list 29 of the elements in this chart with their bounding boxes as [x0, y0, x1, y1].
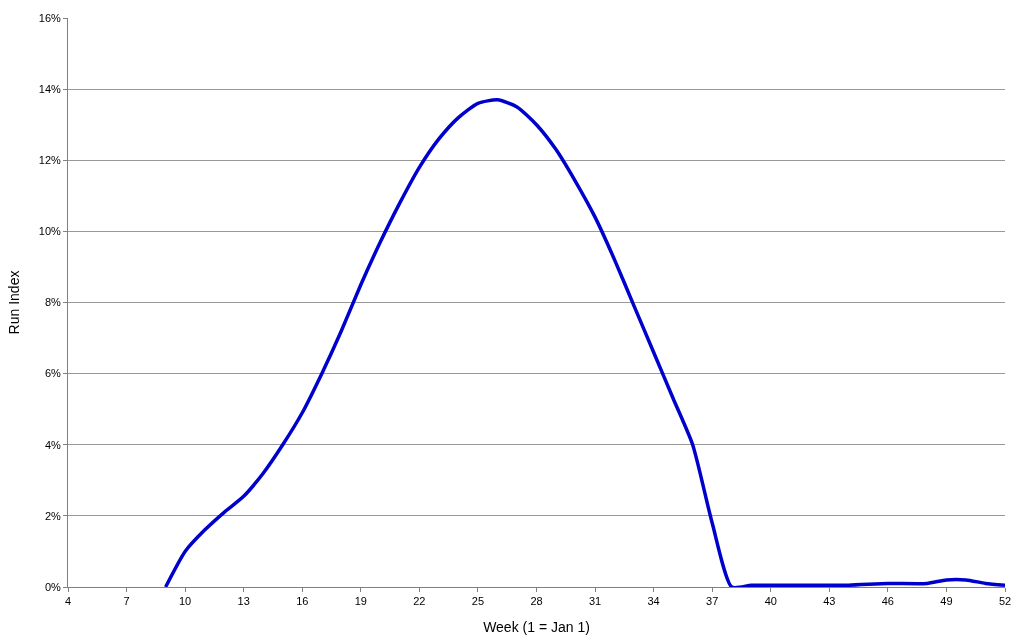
line-series — [163, 98, 1005, 587]
y-tick-label: 12% — [38, 154, 61, 167]
y-tick-label: 4% — [44, 438, 62, 451]
x-tick-label: 19 — [354, 595, 367, 608]
x-tick-label: 37 — [706, 595, 719, 608]
x-tick-label: 10 — [178, 595, 192, 608]
y-tick-label: 0% — [44, 580, 62, 593]
y-tick-label: 8% — [44, 296, 62, 309]
y-tick-label: 14% — [38, 82, 61, 95]
x-tick-label: 34 — [647, 595, 660, 608]
x-tick-label: 22 — [413, 595, 426, 608]
x-tick-label: 7 — [123, 595, 130, 608]
x-tick-label: 31 — [588, 595, 602, 608]
y-tick-label: 16% — [38, 11, 61, 24]
x-tick-label: 16 — [296, 595, 309, 608]
y-tick-label: 6% — [44, 367, 62, 380]
y-axis-title: Run Index — [6, 270, 23, 335]
x-tick-label: 4 — [64, 595, 72, 608]
x-tick-label: 46 — [881, 595, 894, 608]
x-tick-label: 43 — [823, 595, 836, 608]
x-tick-label: 13 — [237, 595, 250, 608]
x-tick-label: 40 — [764, 595, 777, 608]
x-axis-title: Week (1 = Jan 1) — [483, 618, 590, 635]
y-tick-label: 10% — [38, 225, 61, 238]
x-tick-label: 25 — [471, 595, 485, 608]
x-tick-label: 28 — [530, 595, 543, 608]
x-tick-label: 52 — [998, 595, 1012, 608]
y-tick-label: 2% — [44, 509, 62, 522]
x-tick-label: 49 — [940, 595, 953, 608]
